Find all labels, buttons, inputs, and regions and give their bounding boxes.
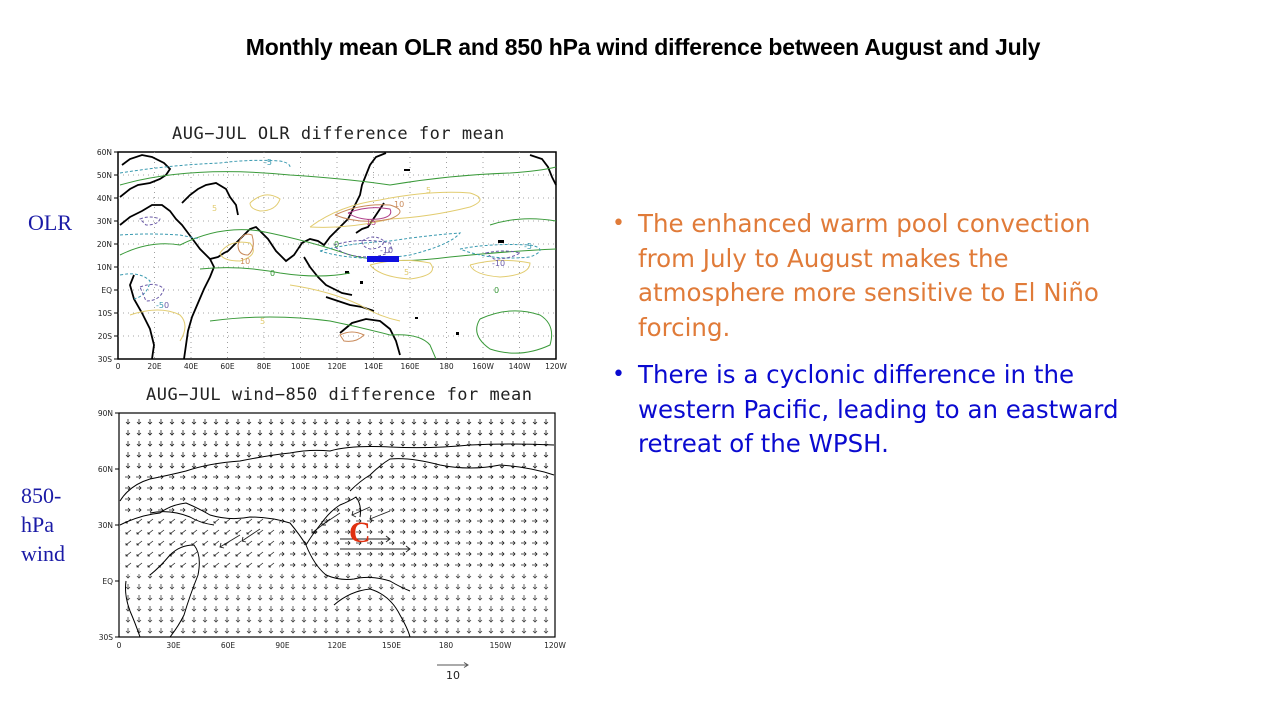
svg-text:140W: 140W <box>509 362 531 371</box>
svg-text:60E: 60E <box>221 641 236 650</box>
bullet-item: • The enhanced warm pool convection from… <box>612 207 1152 345</box>
svg-text:160E: 160E <box>400 362 419 371</box>
svg-text:40N: 40N <box>97 194 112 203</box>
svg-text:100E: 100E <box>291 362 310 371</box>
svg-text:120W: 120W <box>545 362 567 371</box>
cyclone-marker: C <box>349 516 371 549</box>
svg-text:60N: 60N <box>97 148 112 157</box>
svg-text:140E: 140E <box>364 362 383 371</box>
svg-text:30N: 30N <box>97 217 112 226</box>
svg-text:30N: 30N <box>98 521 113 530</box>
svg-text:90N: 90N <box>98 409 113 418</box>
wind-label-line2: hPa <box>21 512 54 537</box>
svg-text:60N: 60N <box>98 465 113 474</box>
svg-text:10: 10 <box>240 257 250 266</box>
svg-text:160W: 160W <box>472 362 494 371</box>
svg-text:EQ: EQ <box>102 577 113 586</box>
svg-text:20E: 20E <box>147 362 162 371</box>
svg-text:80E: 80E <box>257 362 272 371</box>
svg-text:-5: -5 <box>156 301 164 310</box>
wind-label-line3: wind <box>21 541 65 566</box>
svg-text:60E: 60E <box>220 362 235 371</box>
bullet-text: The enhanced warm pool convection from J… <box>638 209 1099 342</box>
svg-text:120E: 120E <box>327 362 346 371</box>
wind-label: 850- hPa wind <box>21 481 65 568</box>
svg-text:0: 0 <box>334 240 339 249</box>
svg-text:120E: 120E <box>327 641 346 650</box>
warm-pool-highlight-bar <box>367 256 399 262</box>
svg-text:30S: 30S <box>99 633 114 642</box>
svg-text:150E: 150E <box>382 641 401 650</box>
slide-title: Monthly mean OLR and 850 hPa wind differ… <box>245 34 1041 60</box>
bullet-text: There is a cyclonic difference in the we… <box>638 360 1119 458</box>
svg-text:30S: 30S <box>98 355 113 364</box>
svg-text:10N: 10N <box>97 263 112 272</box>
olr-chart-title: AUG−JUL OLR difference for mean <box>172 124 505 144</box>
reference-vector-label: 10 <box>446 669 460 682</box>
svg-text:0: 0 <box>116 362 121 371</box>
olr-difference-chart: -5 5 10 15 -10 -10 -5 10 -5 0 0 0 0 5 5 … <box>97 148 568 371</box>
svg-text:40E: 40E <box>184 362 199 371</box>
svg-text:0: 0 <box>164 301 169 310</box>
svg-text:0: 0 <box>270 269 275 278</box>
wind-difference-chart: 90N 60N 30N EQ 30S 0 30E 60E 90E 120E 15… <box>98 409 567 650</box>
bullet-dot-icon: • <box>612 362 625 387</box>
svg-text:180: 180 <box>439 362 454 371</box>
reference-vector-arrow-icon <box>437 662 469 668</box>
bullet-list: • The enhanced warm pool convection from… <box>612 207 1152 475</box>
wind-chart-title: AUG−JUL wind−850 difference for mean <box>146 385 533 405</box>
svg-text:5: 5 <box>404 268 409 277</box>
svg-text:120W: 120W <box>544 641 566 650</box>
svg-text:-5: -5 <box>524 242 532 251</box>
svg-text:30E: 30E <box>166 641 181 650</box>
wind-label-line1: 850- <box>21 483 62 508</box>
svg-text:150W: 150W <box>490 641 512 650</box>
svg-text:-10: -10 <box>492 259 505 268</box>
svg-text:-5: -5 <box>264 158 272 167</box>
bullet-item: • There is a cyclonic difference in the … <box>612 358 1152 462</box>
svg-text:-10: -10 <box>380 246 393 255</box>
svg-text:50N: 50N <box>97 171 112 180</box>
svg-text:20N: 20N <box>97 240 112 249</box>
svg-text:90E: 90E <box>275 641 290 650</box>
svg-text:10: 10 <box>394 200 404 209</box>
bullet-dot-icon: • <box>612 211 625 236</box>
olr-label: OLR <box>28 210 72 235</box>
svg-text:180: 180 <box>439 641 454 650</box>
svg-text:0: 0 <box>494 286 499 295</box>
svg-text:20S: 20S <box>98 332 113 341</box>
svg-text:5: 5 <box>260 317 265 326</box>
svg-text:10S: 10S <box>98 309 113 318</box>
svg-text:15: 15 <box>366 218 376 227</box>
svg-text:EQ: EQ <box>101 286 112 295</box>
svg-text:5: 5 <box>212 204 217 213</box>
svg-text:0: 0 <box>117 641 122 650</box>
svg-text:5: 5 <box>426 186 431 195</box>
